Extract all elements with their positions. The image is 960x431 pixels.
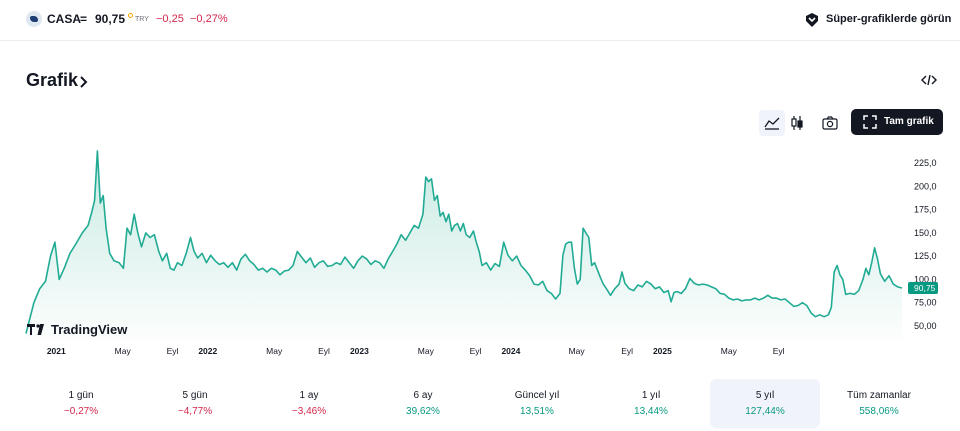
x-tick-label: 2021 bbox=[47, 346, 66, 356]
time-range-label: 5 yıl bbox=[755, 390, 775, 401]
embed-code-icon[interactable] bbox=[921, 73, 937, 87]
price-change-percent: −0,27% bbox=[190, 13, 228, 25]
tradingview-logo-icon bbox=[27, 324, 35, 335]
last-price-tag bbox=[908, 282, 938, 294]
time-range-change: 13,51% bbox=[520, 406, 554, 417]
time-range-label: 1 ay bbox=[299, 390, 319, 401]
time-range-button[interactable]: 1 ay −3,46% bbox=[254, 379, 364, 428]
x-tick-label: 2022 bbox=[198, 346, 217, 356]
time-range-label: Güncel yıl bbox=[514, 390, 560, 401]
y-tick-label: 225,0 bbox=[914, 158, 937, 168]
last-price: 90,75 bbox=[95, 12, 126, 26]
time-range-button[interactable]: 5 gün −4,77% bbox=[140, 379, 250, 428]
time-range-change: 13,44% bbox=[634, 406, 668, 417]
time-range-change: 558,06% bbox=[859, 406, 899, 417]
x-tick-label: 2023 bbox=[350, 346, 369, 356]
full-chart-label: Tam grafik bbox=[884, 116, 934, 127]
x-tick-label: 2024 bbox=[501, 346, 520, 356]
time-range-label: 1 gün bbox=[68, 390, 94, 401]
market-status-icon bbox=[128, 13, 133, 18]
y-tick-label: 75,00 bbox=[914, 298, 937, 308]
time-range-change: 127,44% bbox=[745, 406, 785, 417]
super-charts-label: Süper-grafiklerde görün bbox=[826, 13, 952, 25]
time-range-selector: 1 gün −0,27% 5 gün −4,77% 1 ay −3,46% 6 ay 39,6… bbox=[26, 379, 934, 428]
ticker-symbol[interactable]: CASA bbox=[47, 12, 82, 26]
time-range-label: 5 gün bbox=[182, 390, 208, 401]
symbol-header: CASA = 90,75 TRY −0,25 −0,27% Süper-graf… bbox=[0, 0, 960, 41]
x-tick-label: May bbox=[115, 346, 132, 356]
time-range-change: 39,62% bbox=[406, 406, 440, 417]
y-tick-label: 125,0 bbox=[914, 251, 937, 261]
time-range-label: 1 yıl bbox=[641, 390, 661, 401]
candlestick-icon bbox=[791, 116, 803, 130]
x-tick-label: 2025 bbox=[653, 346, 672, 356]
tradingview-logo-dot bbox=[36, 324, 40, 328]
x-tick-label: Eyl bbox=[167, 346, 179, 356]
x-tick-label: Eyl bbox=[318, 346, 330, 356]
last-price-tag-label: 90,75 bbox=[914, 283, 936, 293]
area-chart-icon bbox=[764, 117, 780, 130]
y-tick-label: 200,0 bbox=[914, 181, 937, 191]
camera-icon bbox=[822, 116, 838, 130]
x-tick-label: May bbox=[569, 346, 586, 356]
company-logo bbox=[26, 11, 42, 27]
screenshot-button[interactable] bbox=[817, 110, 843, 136]
y-tick-label: 50,00 bbox=[914, 321, 937, 331]
time-range-button[interactable]: Güncel yıl 13,51% bbox=[482, 379, 592, 428]
time-range-button[interactable]: 5 yıl 127,44% bbox=[710, 379, 820, 428]
y-tick-label: 175,0 bbox=[914, 205, 937, 215]
x-tick-label: May bbox=[721, 346, 738, 356]
chevron-right-icon[interactable] bbox=[79, 75, 89, 89]
time-range-button[interactable]: Tüm zamanlar 558,06% bbox=[824, 379, 934, 428]
price-series-line[interactable] bbox=[25, 150, 903, 334]
full-chart-button[interactable]: Tam grafik bbox=[851, 109, 943, 135]
price-separator: = bbox=[80, 12, 88, 26]
y-tick-label: 150,0 bbox=[914, 228, 937, 238]
area-chart-type-button[interactable] bbox=[759, 110, 785, 136]
time-range-button[interactable]: 1 gün −0,27% bbox=[26, 379, 136, 428]
tradingview-logo-mark bbox=[37, 324, 44, 335]
price-chart[interactable]: 225,0 200,0 175,0 150,0 125,0 100,0 75,00 50,00… bbox=[0, 145, 960, 360]
y-tick-label: 100,0 bbox=[914, 274, 937, 284]
time-range-change: −3,46% bbox=[291, 406, 327, 417]
time-range-button[interactable]: 6 ay 39,62% bbox=[368, 379, 478, 428]
x-tick-label: May bbox=[266, 346, 283, 356]
price-change: −0,25 bbox=[156, 13, 184, 25]
x-tick-label: Eyl bbox=[773, 346, 785, 356]
fullscreen-icon bbox=[863, 115, 877, 129]
time-range-change: −0,27% bbox=[63, 406, 99, 417]
tradingview-watermark: TradingView bbox=[51, 322, 128, 337]
time-range-change: −4,77% bbox=[177, 406, 213, 417]
time-range-button[interactable]: 1 yıl 13,44% bbox=[596, 379, 706, 428]
x-tick-label: Eyl bbox=[470, 346, 482, 356]
time-range-label: 6 ay bbox=[413, 390, 433, 401]
candles-chart-type-button[interactable] bbox=[784, 110, 810, 136]
x-tick-label: May bbox=[418, 346, 435, 356]
currency-label: TRY bbox=[135, 16, 149, 23]
super-charts-icon bbox=[806, 13, 818, 27]
section-title[interactable]: Grafik bbox=[26, 70, 79, 90]
x-tick-label: Eyl bbox=[621, 346, 633, 356]
time-range-label: Tüm zamanlar bbox=[847, 390, 911, 401]
